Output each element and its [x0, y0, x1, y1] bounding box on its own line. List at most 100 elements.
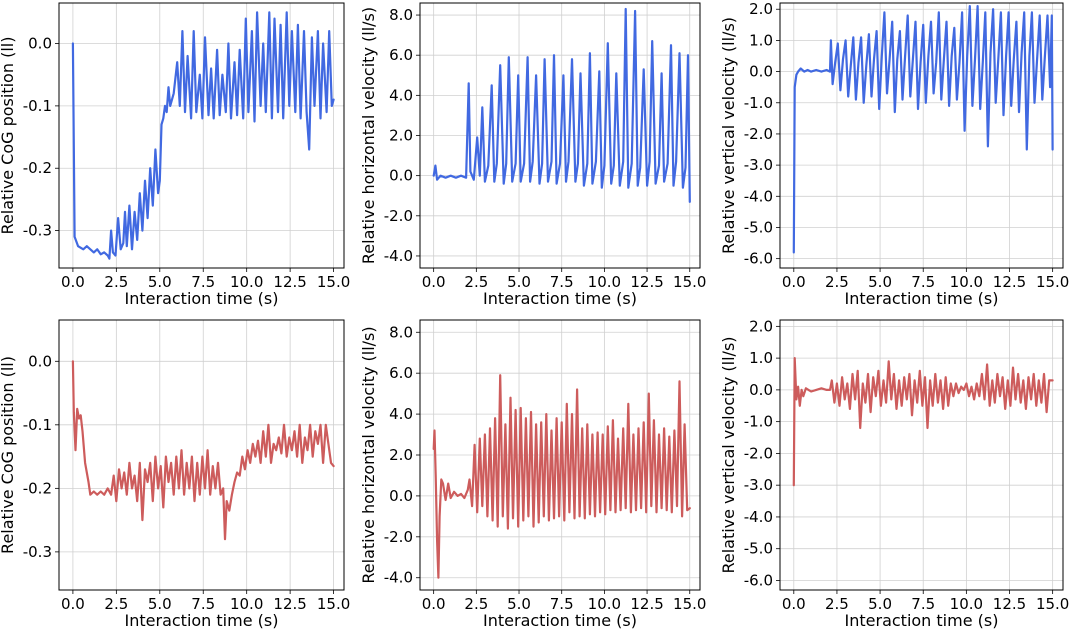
y-tick-label: -2.0: [744, 444, 773, 462]
x-tick-label: 2.5: [825, 273, 849, 291]
series-line: [71, 360, 335, 541]
plot-frame: [58, 319, 345, 591]
x-tick-label: 5.0: [868, 273, 892, 291]
y-tick-label: 0.0: [389, 487, 413, 505]
x-tick-label: 10.0: [588, 595, 621, 613]
y-axis-label: Relative horizontal velocity (ll/s): [359, 7, 378, 264]
x-tick-label: 0.0: [61, 595, 85, 613]
x-tick-label: 2.5: [464, 595, 488, 613]
y-tick-label: 4.0: [389, 86, 413, 104]
panel-top-middle-horizontal-velocity: 0.0 2.5 5.0 7.5 10.0 12.5 15.0 -4.0 -2.0 0.0 2.0 4.…: [359, 2, 706, 308]
y-tick-label: -2.0: [384, 528, 413, 546]
y-axis-label: Relative vertical velocity (ll/s): [719, 17, 738, 254]
series-line: [792, 357, 1054, 487]
panel-top-right-vertical-velocity: 0.0 2.5 5.0 7.5 10.0 12.5 15.0 -6.0 -5.0 -4.0 -3.0…: [719, 0, 1069, 308]
x-tick-label: 5.0: [148, 273, 172, 291]
x-tick-label: 7.5: [191, 595, 215, 613]
y-tick-label: -2.0: [744, 125, 773, 143]
y-tick-label: 8.0: [389, 6, 413, 24]
x-tick-label: 12.5: [273, 595, 306, 613]
plot-frame: [779, 319, 1064, 591]
x-tick-label: 5.0: [148, 595, 172, 613]
x-tick-label: 12.5: [993, 273, 1026, 291]
y-tick-label: -4.0: [384, 247, 413, 265]
x-tick-label: 10.0: [230, 595, 263, 613]
x-tick-label: 7.5: [911, 273, 935, 291]
x-tick-label: 0.0: [422, 273, 446, 291]
x-tick-label: 12.5: [993, 595, 1026, 613]
x-tick-label: 15.0: [1036, 595, 1069, 613]
x-tick-label: 15.0: [673, 273, 706, 291]
y-tick-label: 0.0: [749, 63, 773, 81]
y-axis-label: Relative CoG position (ll): [0, 356, 17, 554]
y-tick-label: -0.3: [23, 543, 52, 561]
x-tick-label: 2.5: [104, 273, 128, 291]
y-tick-label: 2.0: [389, 446, 413, 464]
x-tick-label: 5.0: [507, 595, 531, 613]
x-tick-label: 7.5: [191, 273, 215, 291]
x-tick-label: 0.0: [422, 595, 446, 613]
x-tick-label: 10.0: [950, 595, 983, 613]
y-axis-label: Relative vertical velocity (ll/s): [719, 336, 738, 573]
y-tick-label: 0.0: [749, 381, 773, 399]
y-axis-label: Relative horizontal velocity (ll/s): [359, 326, 378, 583]
x-tick-label: 15.0: [317, 595, 350, 613]
x-tick-label: 5.0: [507, 273, 531, 291]
y-tick-label: 1.0: [749, 31, 773, 49]
x-tick-label: 2.5: [104, 595, 128, 613]
y-tick-label: -0.2: [23, 479, 52, 497]
x-tick-label: 10.0: [230, 273, 263, 291]
y-tick-label: 2.0: [749, 0, 773, 18]
y-tick-label: -5.0: [744, 540, 773, 558]
y-tick-label: -3.0: [744, 156, 773, 174]
y-tick-label: 0.0: [28, 35, 52, 53]
x-tick-label: 7.5: [911, 595, 935, 613]
x-tick-label: 2.5: [825, 595, 849, 613]
x-tick-label: 5.0: [868, 595, 892, 613]
y-tick-label: -5.0: [744, 218, 773, 236]
panel-top-left-cog-position: 0.0 2.5 5.0 7.5 10.0 12.5 15.0 -0.3 -0.2 -0.1 0.0 I…: [0, 2, 350, 308]
y-tick-label: 4.0: [389, 405, 413, 423]
x-tick-label: 15.0: [1036, 273, 1069, 291]
y-tick-label: -4.0: [384, 569, 413, 587]
y-tick-label: -2.0: [384, 207, 413, 225]
y-tick-label: -3.0: [744, 476, 773, 494]
y-tick-label: -4.0: [744, 187, 773, 205]
y-tick-label: -1.0: [744, 94, 773, 112]
x-axis-label: Interaction time (s): [125, 289, 279, 308]
x-tick-label: 0.0: [61, 273, 85, 291]
y-tick-label: 0.0: [389, 167, 413, 185]
y-tick-label: 8.0: [389, 323, 413, 341]
y-tick-label: 1.0: [749, 349, 773, 367]
series-line: [432, 374, 691, 579]
y-tick-label: -6.0: [744, 250, 773, 268]
y-tick-label: 2.0: [389, 127, 413, 145]
x-tick-label: 7.5: [550, 595, 574, 613]
plot-frame: [58, 2, 345, 269]
panel-bottom-left-cog-position: 0.0 2.5 5.0 7.5 10.0 12.5 15.0 -0.3 -0.2 -0.1 0.0 I…: [0, 319, 350, 630]
x-tick-label: 12.5: [630, 595, 663, 613]
x-tick-label: 7.5: [550, 273, 574, 291]
x-tick-label: 0.0: [782, 273, 806, 291]
series-line: [432, 7, 691, 203]
x-axis-label: Interaction time (s): [845, 289, 999, 308]
x-tick-label: 10.0: [588, 273, 621, 291]
y-tick-label: -0.3: [23, 222, 52, 240]
x-tick-label: 0.0: [782, 595, 806, 613]
x-axis-label: Interaction time (s): [483, 289, 637, 308]
y-tick-label: -4.0: [744, 508, 773, 526]
plot-frame: [779, 2, 1064, 269]
series-line: [792, 4, 1054, 254]
y-tick-label: -6.0: [744, 571, 773, 589]
x-tick-label: 15.0: [317, 273, 350, 291]
x-axis-label: Interaction time (s): [845, 611, 999, 630]
y-axis-label: Relative CoG position (ll): [0, 37, 17, 235]
y-tick-label: -0.1: [23, 97, 52, 115]
panel-bottom-middle-horizontal-velocity: 0.0 2.5 5.0 7.5 10.0 12.5 15.0 -4.0 -2.0 0.0 2.0 4.…: [359, 319, 706, 630]
y-tick-label: 0.0: [28, 352, 52, 370]
x-tick-label: 12.5: [273, 273, 306, 291]
x-axis-label: Interaction time (s): [483, 611, 637, 630]
x-tick-label: 12.5: [630, 273, 663, 291]
panel-bottom-right-vertical-velocity: 0.0 2.5 5.0 7.5 10.0 12.5 15.0 -6.0 -5.0 -4.0 -3.0…: [719, 317, 1069, 630]
